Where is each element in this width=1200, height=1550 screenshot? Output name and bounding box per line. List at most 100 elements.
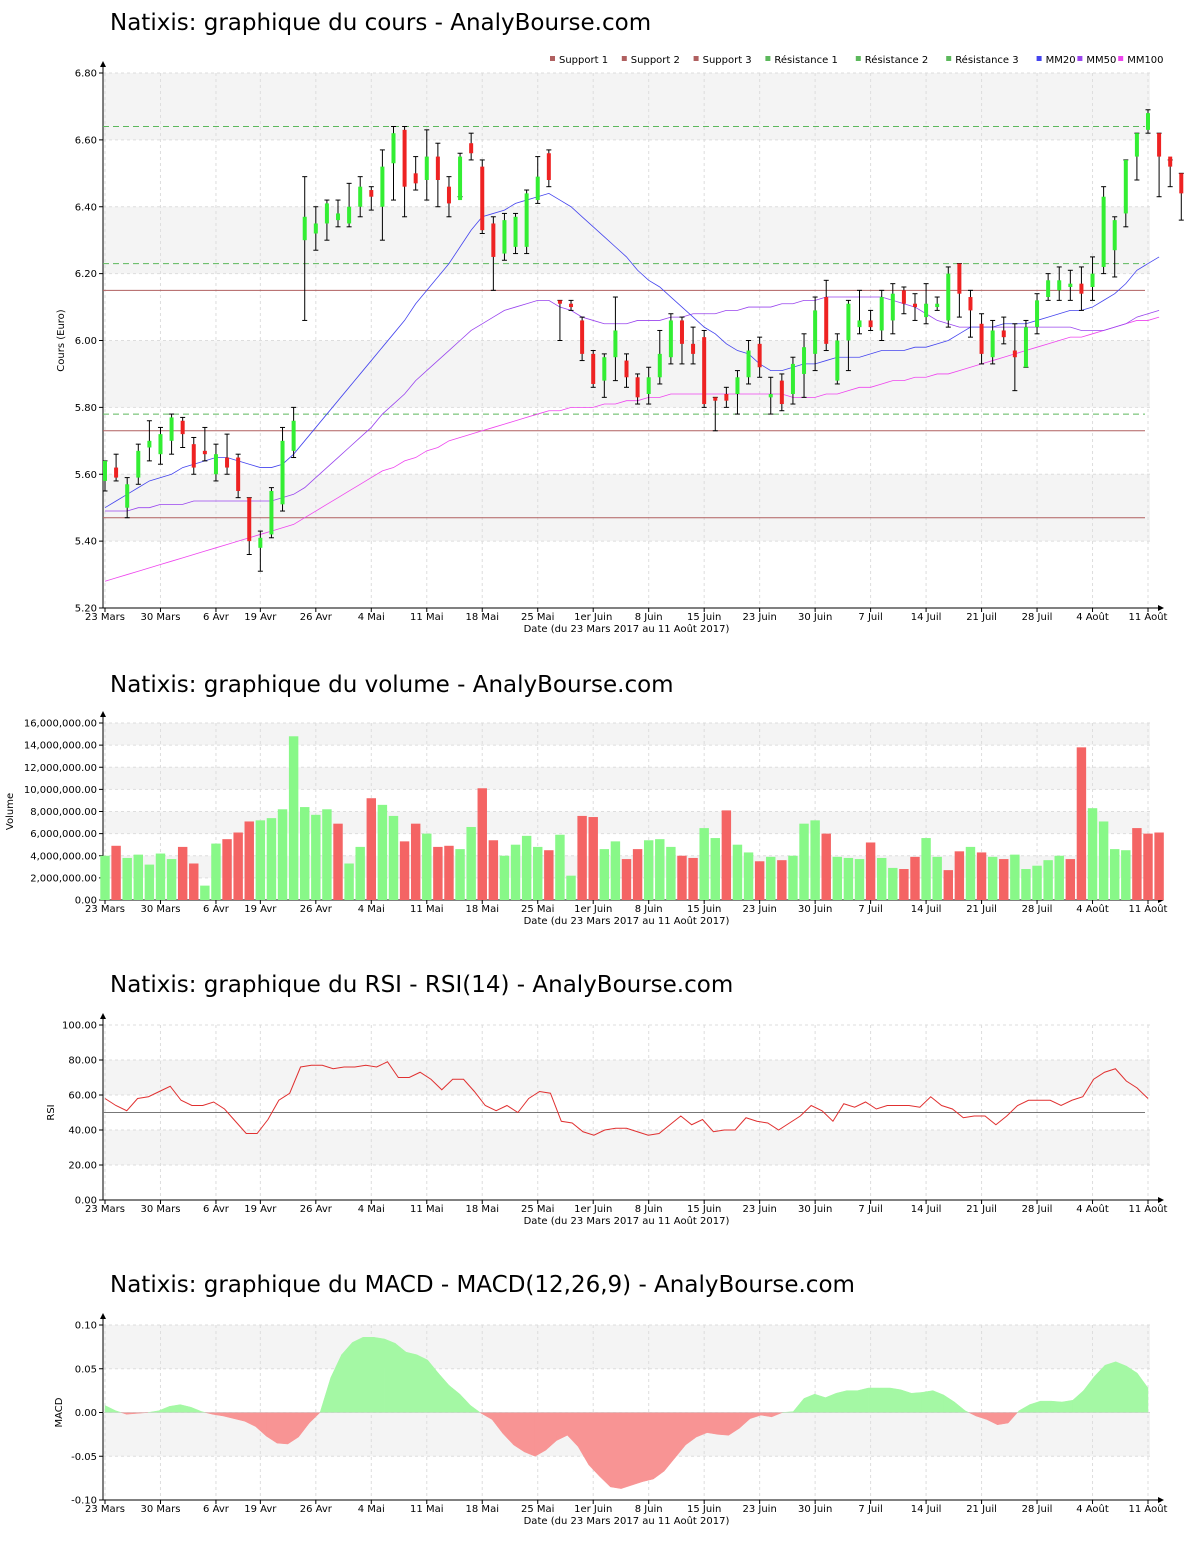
candle	[535, 156, 541, 204]
volume-bar	[1143, 833, 1153, 900]
volume-chart: 0.00 2,000,000.00 4,000,000.00 6,000,000.00…	[5, 711, 1168, 927]
volume-bar	[244, 821, 254, 900]
candle-body	[624, 360, 629, 378]
macd-area	[319, 1377, 332, 1413]
volume-bar	[710, 838, 720, 900]
volume-bar	[266, 818, 277, 900]
candle-body	[890, 293, 895, 321]
candle-body	[602, 357, 607, 381]
macd-area	[857, 1387, 869, 1413]
candle-body	[280, 440, 285, 505]
x-tick-label: 4 Août	[1076, 1503, 1109, 1515]
volume-bar	[566, 875, 576, 900]
macd-area	[846, 1390, 858, 1413]
x-tick-label: 26 Avr	[300, 1204, 333, 1215]
macd-area	[696, 1412, 708, 1438]
volume-bar	[433, 846, 443, 900]
x-tick-label: 11 Août	[1129, 1503, 1168, 1515]
volume-bar	[1021, 869, 1031, 900]
volume-chart-panel: Natixis: graphique du volume - AnalyBour…	[0, 670, 1200, 940]
candle-body	[912, 303, 917, 308]
volume-bar	[854, 859, 865, 900]
macd-area	[147, 1410, 160, 1413]
y-tick-label: 5.20	[75, 604, 97, 615]
macd-area	[1050, 1400, 1063, 1413]
candle-body	[458, 156, 463, 201]
price-legend: Support 1 Support 2 Support 3 Résistance 1 R…	[550, 54, 1164, 66]
macd-area	[362, 1337, 375, 1413]
candle-body	[679, 320, 684, 344]
y-tick-label: 0.00	[75, 896, 97, 907]
candle	[235, 453, 241, 499]
candle	[601, 353, 607, 398]
x-tick-label: 6 Avr	[203, 904, 230, 915]
candle-body	[746, 350, 751, 378]
x-axis-arrow	[1158, 1197, 1164, 1203]
volume-bar	[799, 823, 809, 900]
volume-bar	[100, 855, 110, 900]
x-tick-label: 8 Juin	[635, 1504, 663, 1515]
candle	[868, 309, 874, 331]
candle-body	[724, 394, 729, 401]
rsi-chart-title: Natixis: graphique du RSI - RSI(14) - An…	[110, 972, 734, 998]
x-tick-label: 11 Août	[1129, 611, 1168, 623]
volume-bar	[821, 833, 831, 900]
candle-body	[446, 186, 451, 204]
macd-area	[1115, 1361, 1127, 1413]
volume-bar	[544, 850, 554, 900]
x-tick-label: 1er Juin	[574, 612, 612, 623]
macd-area	[943, 1394, 955, 1413]
y-tick-label: 5.80	[75, 403, 97, 414]
candle-body	[247, 497, 252, 542]
volume-bar	[377, 804, 388, 900]
candle-body	[435, 156, 440, 180]
candle	[468, 132, 474, 161]
volume-bar	[766, 856, 776, 900]
candle-body	[269, 490, 274, 535]
candle-body	[824, 297, 829, 344]
volume-bar	[499, 855, 510, 900]
candle-body	[236, 457, 241, 491]
candle	[890, 283, 896, 335]
candle-body	[957, 263, 962, 294]
candle	[379, 149, 385, 241]
macd-area	[104, 1405, 117, 1413]
price-chart-panel: Natixis: graphique du cours - AnalyBours…	[0, 8, 1200, 638]
volume-bar	[1109, 849, 1120, 900]
y-tick-label: 80.00	[68, 1056, 97, 1067]
x-axis-arrow	[1158, 605, 1164, 611]
volume-bar	[111, 845, 121, 900]
x-tick-label: 14 Juil	[911, 904, 942, 915]
volume-bar	[699, 828, 709, 900]
volume-bar	[533, 846, 543, 900]
candle	[1012, 323, 1018, 392]
x-tick-label: 21 Juil	[966, 1204, 997, 1215]
volume-bar	[399, 841, 410, 900]
x-tick-label: 15 Juin	[687, 612, 721, 623]
candle-body	[990, 330, 995, 358]
candle-body	[613, 330, 618, 358]
x-tick-label: 8 Juin	[635, 612, 663, 623]
y-tick-label: 14,000,000.00	[24, 741, 97, 752]
candle	[912, 293, 918, 321]
candle	[302, 176, 308, 321]
x-tick-label: 23 Juin	[742, 1504, 776, 1515]
macd-area	[1104, 1361, 1116, 1413]
x-tick-label: 21 Juil	[966, 612, 997, 623]
volume-bar	[189, 863, 199, 900]
macd-area	[459, 1393, 471, 1413]
y-tick-label: -0.05	[71, 1452, 97, 1463]
macd-area	[653, 1412, 665, 1480]
volume-bar	[655, 839, 665, 900]
x-tick-label: 11 Mai	[410, 1204, 443, 1215]
candle-body	[1146, 113, 1150, 130]
macd-area	[964, 1410, 969, 1413]
candle-body	[790, 363, 795, 394]
macd-area	[878, 1387, 891, 1413]
volume-bar	[277, 809, 288, 900]
x-tick-label: 6 Avr	[203, 612, 230, 623]
candle-body	[302, 216, 307, 241]
macd-area	[169, 1404, 181, 1413]
candle-body	[1023, 327, 1028, 368]
candle-body	[901, 290, 906, 304]
